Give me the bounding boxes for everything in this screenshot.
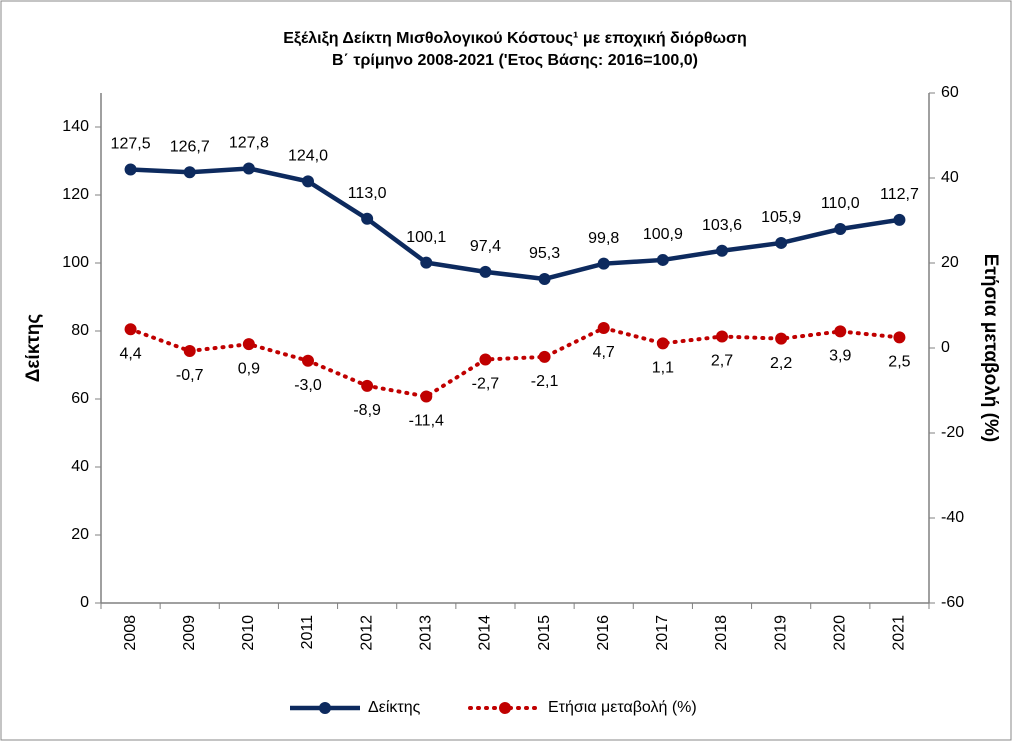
data-label: 124,0 (288, 148, 328, 165)
y-tick-label: 40 (71, 458, 89, 475)
data-label: 103,6 (702, 217, 742, 234)
x-tick-label: 2008 (122, 615, 139, 651)
series-line (128, 325, 902, 399)
data-point (242, 338, 255, 351)
data-label: 100,1 (406, 229, 446, 246)
data-point (361, 212, 374, 225)
y2-tick-label: 20 (941, 254, 959, 271)
data-point (479, 265, 492, 278)
chart-title: Εξέλιξη Δείκτη Μισθολογικού Κόστους¹ με … (283, 30, 747, 47)
x-tick-label: 2021 (891, 615, 908, 651)
data-point (716, 330, 728, 343)
data-point (302, 354, 314, 367)
data-point (124, 163, 137, 176)
data-point (420, 256, 433, 269)
y2-tick-label: -20 (941, 424, 964, 441)
x-tick-label: 2011 (299, 615, 316, 650)
y2-tick-label: 40 (941, 169, 959, 186)
data-label: -0,7 (176, 367, 204, 384)
x-tick-label: 2019 (772, 615, 789, 651)
data-label: 4,7 (593, 344, 615, 361)
x-tick-label: 2016 (595, 615, 612, 651)
data-label: 95,3 (529, 245, 560, 262)
y2-tick-label: 0 (941, 339, 950, 356)
data-label: -3,0 (294, 377, 322, 394)
x-tick-label: 2014 (477, 615, 494, 651)
data-label: -8,9 (353, 402, 381, 419)
data-point (420, 390, 433, 403)
y-tick-label: 60 (71, 390, 89, 407)
data-label: 1,1 (652, 360, 674, 377)
data-point (834, 223, 847, 235)
legend-label: Δείκτης (368, 699, 421, 716)
x-tick-label: 2018 (713, 615, 730, 651)
data-point (302, 175, 314, 188)
y2-tick-label: -60 (941, 594, 964, 611)
data-label: 105,9 (761, 209, 801, 226)
x-tick-label: 2017 (654, 615, 671, 651)
data-label: 126,7 (170, 138, 210, 155)
data-point (183, 344, 196, 357)
data-label: 112,7 (880, 186, 919, 203)
data-point (597, 322, 610, 335)
data-point (597, 257, 610, 270)
data-point (538, 272, 551, 285)
data-point (361, 379, 374, 392)
data-label: -2,7 (472, 376, 500, 393)
x-tick-label: 2012 (358, 615, 375, 651)
y2-axis-label: Ετήσια μεταβολή (%) (980, 254, 1001, 442)
data-point (183, 166, 196, 179)
data-label: 113,0 (348, 185, 387, 202)
y-tick-label: 0 (80, 594, 89, 611)
data-label: 127,5 (111, 136, 151, 153)
y-tick-label: 140 (62, 118, 89, 135)
legend-marker (499, 702, 511, 714)
y-tick-label: 20 (71, 526, 89, 543)
data-point (656, 253, 669, 266)
legend-label: Ετήσια μεταβολή (%) (548, 699, 697, 716)
legend-marker (319, 702, 331, 714)
data-point (538, 350, 551, 363)
data-point (242, 162, 255, 175)
data-point (716, 244, 728, 257)
data-point (834, 325, 847, 338)
data-point (124, 323, 137, 336)
data-label: 2,7 (711, 353, 733, 370)
data-point (893, 213, 906, 226)
data-point (893, 331, 906, 344)
y2-tick-label: 60 (941, 84, 959, 101)
x-tick-label: 2020 (832, 615, 849, 651)
data-label: 0,9 (238, 360, 260, 377)
data-label: 99,8 (588, 230, 619, 247)
data-label: 97,4 (470, 238, 501, 255)
x-tick-label: 2015 (536, 615, 553, 651)
data-label: 4,4 (119, 346, 141, 363)
data-label: 2,5 (888, 354, 910, 371)
data-label: -11,4 (409, 413, 444, 430)
y-axis-label: Δείκτης (23, 314, 44, 383)
data-label: 3,9 (829, 348, 851, 365)
data-label: 127,8 (229, 135, 269, 152)
data-point (775, 332, 788, 345)
x-tick-label: 2009 (181, 615, 198, 651)
y-tick-label: 100 (62, 254, 89, 271)
data-label: 100,9 (643, 226, 683, 243)
data-label: 110,0 (821, 195, 860, 212)
chart-subtitle: Β΄ τρίμηνο 2008-2021 ('Ετος Βάσης: 2016=… (332, 52, 698, 69)
data-point (775, 236, 788, 249)
data-point (479, 353, 492, 366)
x-tick-label: 2013 (418, 615, 435, 651)
data-label: -2,1 (531, 373, 559, 390)
x-tick-label: 2010 (240, 615, 257, 651)
y2-tick-label: -40 (941, 509, 964, 526)
series-line (130, 166, 900, 282)
y-tick-label: 80 (71, 322, 89, 339)
y-tick-label: 120 (62, 186, 89, 203)
data-label: 2,2 (770, 355, 792, 372)
data-point (656, 337, 669, 350)
